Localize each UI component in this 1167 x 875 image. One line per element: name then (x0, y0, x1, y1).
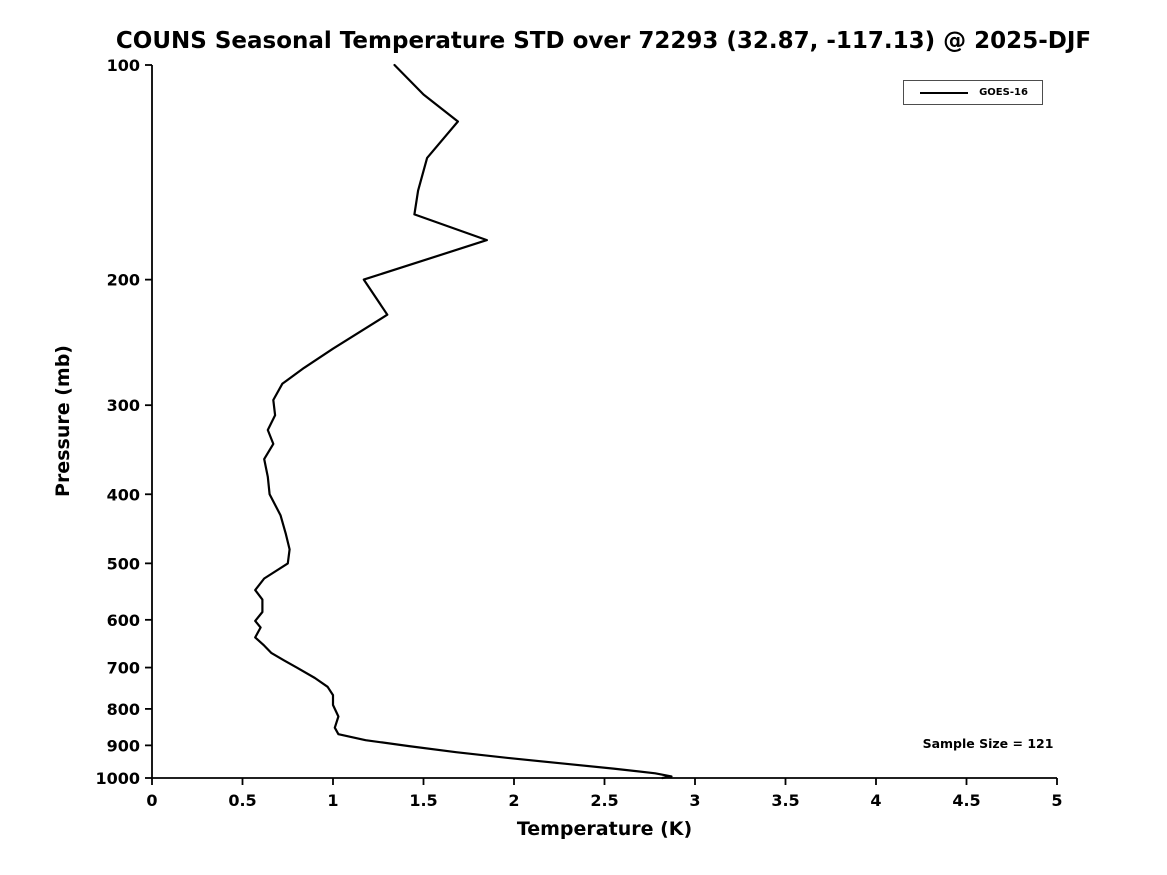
y-tick-label: 100 (107, 56, 140, 75)
x-tick-label: 2 (508, 791, 519, 810)
x-tick-label: 3 (689, 791, 700, 810)
sample-size-annotation: Sample Size = 121 (922, 736, 1054, 751)
y-axis-label: Pressure (mb) (52, 345, 74, 497)
x-tick-label: 5 (1051, 791, 1062, 810)
x-tick-label: 0 (146, 791, 157, 810)
y-tick-label: 900 (107, 736, 140, 755)
x-tick-label: 2.5 (590, 791, 618, 810)
legend-line-swatch (920, 91, 969, 94)
y-tick-label: 200 (107, 271, 140, 290)
y-tick-label: 800 (107, 700, 140, 719)
x-tick-label: 3.5 (771, 791, 799, 810)
series-line-goes-16 (254, 63, 673, 780)
x-tick-label: 0.5 (228, 791, 256, 810)
y-tick-label: 500 (107, 554, 140, 573)
chart-title: COUNS Seasonal Temperature STD over 7229… (115, 28, 1092, 54)
x-tick-label: 4 (870, 791, 881, 810)
x-tick-label: 1 (327, 791, 338, 810)
y-tick-label: 400 (107, 485, 140, 504)
legend-label: GOES-16 (979, 87, 1028, 98)
y-tick-label: 300 (107, 396, 140, 415)
y-tick-label: 600 (107, 611, 140, 630)
y-tick-label: 700 (107, 659, 140, 678)
x-tick-label: 4.5 (952, 791, 980, 810)
y-tick-label: 1000 (95, 769, 140, 788)
x-tick-label: 1.5 (409, 791, 437, 810)
x-axis-label: Temperature (K) (516, 818, 693, 840)
legend: GOES-16 (903, 80, 1043, 105)
